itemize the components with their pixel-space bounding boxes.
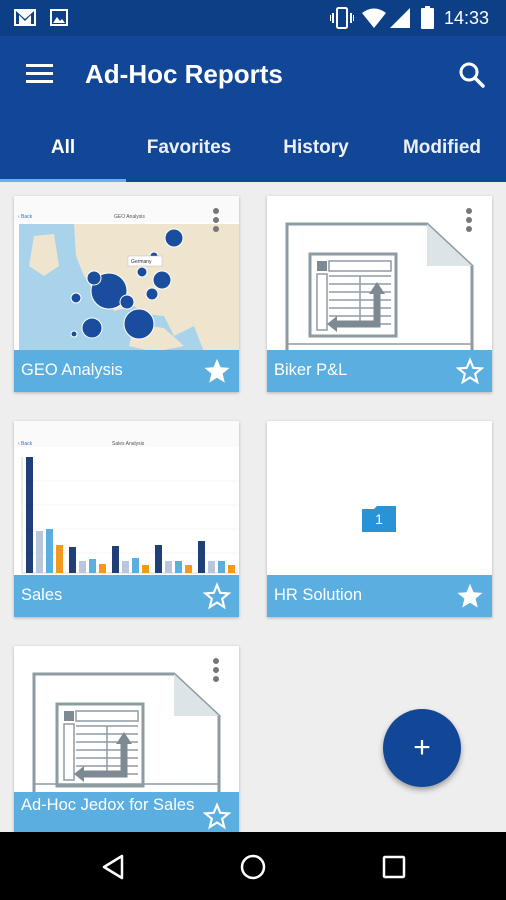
card-footer: Biker P&L [267, 350, 492, 392]
search-icon[interactable] [459, 62, 485, 88]
tab-label: Modified [402, 137, 482, 158]
report-card-geo-analysis[interactable]: ‹ Back GEO Analysis Germany GEO Analysis [14, 196, 239, 392]
report-card-hr-solution[interactable]: 1 HR Solution [267, 421, 492, 617]
map-preview-title: GEO Analysis [114, 214, 145, 220]
status-bar: 14:33 [0, 0, 506, 36]
card-menu-icon[interactable] [213, 208, 219, 234]
tab-all[interactable]: All [0, 114, 126, 182]
favorite-star-filled-icon[interactable] [456, 582, 484, 610]
report-card-sales[interactable]: ‹ Back Sales Analysis [14, 421, 239, 617]
tab-bar: All Favorites History Modified [0, 114, 506, 182]
recents-icon[interactable] [382, 855, 406, 879]
card-title: GEO Analysis [21, 361, 123, 379]
card-footer: HR Solution [267, 575, 492, 617]
wifi-icon [362, 8, 386, 28]
status-time: 14:33 [444, 8, 490, 28]
tab-history[interactable]: History [253, 114, 379, 182]
menu-icon[interactable] [26, 64, 53, 84]
reports-grid: ‹ Back GEO Analysis Germany GEO Analysis [0, 182, 506, 832]
favorite-star-outline-icon[interactable] [203, 802, 231, 830]
card-footer: Ad-Hoc Jedox for Sales [14, 792, 239, 832]
image-icon [50, 9, 68, 26]
page-title: Ad-Hoc Reports [85, 59, 283, 89]
report-card-biker-pl[interactable]: Biker P&L [267, 196, 492, 392]
plus-icon: + [413, 731, 431, 764]
card-menu-icon[interactable] [466, 208, 472, 234]
folder-count: 1 [375, 511, 383, 527]
card-title: Biker P&L [274, 361, 348, 379]
tab-label: Favorites [146, 137, 232, 158]
tab-favorites[interactable]: Favorites [126, 114, 252, 182]
favorite-star-outline-icon[interactable] [203, 582, 231, 610]
battery-icon [421, 6, 434, 29]
report-card-ad-hoc-jedox-for-sales[interactable]: Ad-Hoc Jedox for Sales [14, 646, 239, 832]
vibrate-icon [330, 7, 354, 29]
gmail-icon [14, 9, 36, 26]
system-nav-bar [0, 832, 506, 900]
favorite-star-filled-icon[interactable] [203, 357, 231, 385]
app-bar: Ad-Hoc Reports [0, 36, 506, 114]
back-icon[interactable] [101, 854, 125, 880]
svg-text:‹ Back: ‹ Back [18, 441, 33, 447]
favorite-star-outline-icon[interactable] [456, 357, 484, 385]
active-tab-indicator [0, 179, 126, 182]
card-title: Sales [21, 586, 63, 604]
card-menu-icon[interactable] [213, 658, 219, 684]
map-tooltip: Germany [131, 259, 152, 265]
card-title: HR Solution [274, 586, 363, 604]
svg-text:‹ Back: ‹ Back [18, 214, 33, 220]
signal-icon [390, 8, 410, 28]
chart-preview-title: Sales Analysis [112, 441, 145, 447]
tab-modified[interactable]: Modified [379, 114, 505, 182]
tab-label: History [283, 137, 349, 158]
card-footer: Sales [14, 575, 239, 617]
folder-icon: 1 [362, 506, 396, 532]
card-footer: GEO Analysis [14, 350, 239, 392]
add-report-button[interactable]: + [383, 709, 461, 787]
tab-label: All [50, 137, 76, 158]
home-icon[interactable] [240, 854, 266, 880]
card-title: Ad-Hoc Jedox for Sales [21, 796, 195, 814]
